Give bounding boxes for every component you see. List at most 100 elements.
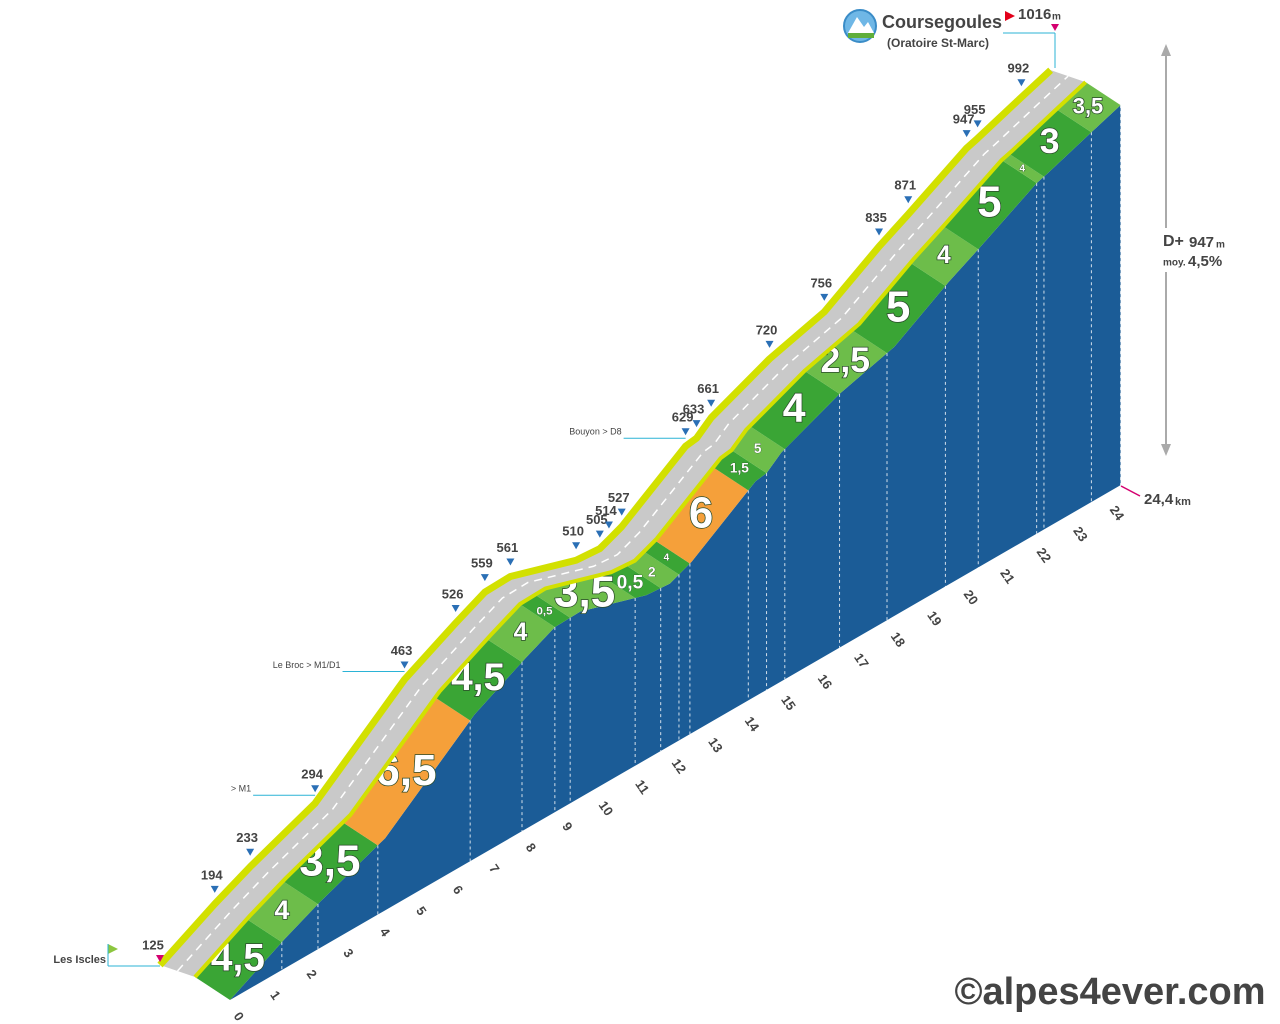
altitude-label: 514 <box>595 503 617 518</box>
km-tick-label: 3 <box>340 946 356 961</box>
copyright: ©alpes4ever.com <box>954 971 1265 1013</box>
distance-unit: km <box>1175 496 1191 508</box>
altitude-marker <box>400 661 409 669</box>
gradient-face <box>910 226 979 286</box>
altitude-marker <box>572 542 581 550</box>
gradient-face <box>487 604 555 663</box>
altitude-label: 561 <box>497 540 519 555</box>
km-tick-label: 13 <box>705 735 726 755</box>
altitude-marker <box>617 508 626 516</box>
altitude-marker <box>973 120 982 128</box>
gradient-face <box>643 540 690 575</box>
chart-title: Coursegoules <box>882 12 1002 32</box>
altitude-label: 835 <box>865 210 887 225</box>
gain-unit: m <box>1216 240 1225 251</box>
profile: 4,543,56,54,540,5 3,5 0,52461,5542,5545433… <box>157 61 1128 1024</box>
km-tick-label: 20 <box>961 587 982 607</box>
gradient-label: 4 <box>1020 163 1026 174</box>
km-tick-label: 1 <box>267 988 283 1003</box>
note-label: > M1 <box>231 784 251 794</box>
altitude-label: 527 <box>608 490 630 505</box>
start-flag <box>108 944 118 954</box>
distance-value: 24,4 <box>1144 491 1174 508</box>
base-body <box>230 105 1121 1001</box>
altitude-marker <box>595 530 604 538</box>
gradient-face <box>804 330 887 394</box>
altitude-label: 661 <box>697 381 719 396</box>
km-tick-label: 19 <box>924 608 945 628</box>
altitude-label: 756 <box>810 275 832 290</box>
km-tick-label: 15 <box>778 693 799 713</box>
gradient-label: 0,5 <box>537 605 554 617</box>
gradient-face <box>852 262 946 354</box>
altitude-marker <box>962 130 971 138</box>
km-tick-label: 10 <box>596 798 617 818</box>
gradient-face <box>654 467 749 564</box>
altitude-marker <box>707 399 716 407</box>
avg-value: 4,5% <box>1188 253 1222 270</box>
km-tick-label: 5 <box>413 904 429 919</box>
road-center <box>176 75 1069 972</box>
gradient-face <box>435 639 522 721</box>
start-altitude: 125 <box>142 937 164 952</box>
gradient-label: 4 <box>664 553 670 564</box>
gradient-face <box>1001 153 1044 184</box>
altitude-marker <box>692 420 701 428</box>
gradient-label: 0,5 <box>617 572 644 593</box>
gain-arrow-head <box>1161 44 1171 56</box>
gradient-face <box>1008 109 1092 177</box>
note-label: Bouyon > D8 <box>569 427 621 437</box>
gradient-face <box>342 697 471 846</box>
gradient-label: 2 <box>648 564 656 579</box>
chart-subtitle: (Oratoire St-Marc) <box>887 36 989 50</box>
km-tick-label: 22 <box>1034 545 1055 565</box>
gradient-label: 1,5 <box>730 460 749 475</box>
gradient-face <box>943 160 1037 250</box>
altitude-label: 633 <box>683 402 705 417</box>
altitude-label: 526 <box>442 586 464 601</box>
road-edge-lower <box>193 80 1087 979</box>
road-surface <box>160 70 1086 977</box>
altitude-marker <box>681 428 690 436</box>
gradient-face <box>246 881 318 943</box>
altitude-marker <box>604 521 613 529</box>
start-marker <box>156 955 164 962</box>
altitude-label: 955 <box>964 102 986 117</box>
summit-altitude: 1016 <box>1018 6 1051 23</box>
gradient-face <box>713 450 767 491</box>
avg-label: moy. <box>1163 258 1186 269</box>
gradient-face <box>282 822 378 905</box>
gradient-label: 4 <box>274 894 289 925</box>
summit-marker <box>1051 24 1059 31</box>
altitude-marker <box>506 558 515 566</box>
km-tick-label: 7 <box>486 861 502 876</box>
altitude-label: 720 <box>756 322 778 337</box>
km-tick-label: 14 <box>742 714 763 735</box>
km-tick-label: 9 <box>559 819 575 834</box>
summit-unit: m <box>1052 12 1061 23</box>
gradient-label: 3,5 <box>1073 93 1103 118</box>
km-tick-label: 21 <box>997 566 1018 586</box>
gradient-face <box>519 594 571 628</box>
gradient-label: 5 <box>754 441 762 456</box>
km-tick-label: 18 <box>888 629 909 649</box>
altitude-label: 947 <box>953 112 975 127</box>
gradient-face <box>731 426 785 474</box>
altitude-label: 629 <box>672 410 694 425</box>
altitude-marker <box>210 885 219 893</box>
distance-leader <box>1120 485 1141 497</box>
gradient-face <box>195 919 282 1000</box>
gain-label: D+ <box>1163 233 1184 250</box>
note-label: Le Broc > M1/D1 <box>273 660 341 670</box>
summit-icon-mountain <box>848 17 874 33</box>
altitude-marker <box>1017 79 1026 87</box>
altitude-marker <box>311 785 320 793</box>
summit-flag <box>1005 11 1015 21</box>
km-tick-label: 6 <box>450 882 466 897</box>
km-tick-label: 24 <box>1107 503 1128 524</box>
altitude-label: 510 <box>562 524 584 539</box>
altitude-marker <box>904 196 913 204</box>
altitude-marker <box>875 228 884 236</box>
gain-value: 947 <box>1189 234 1214 251</box>
